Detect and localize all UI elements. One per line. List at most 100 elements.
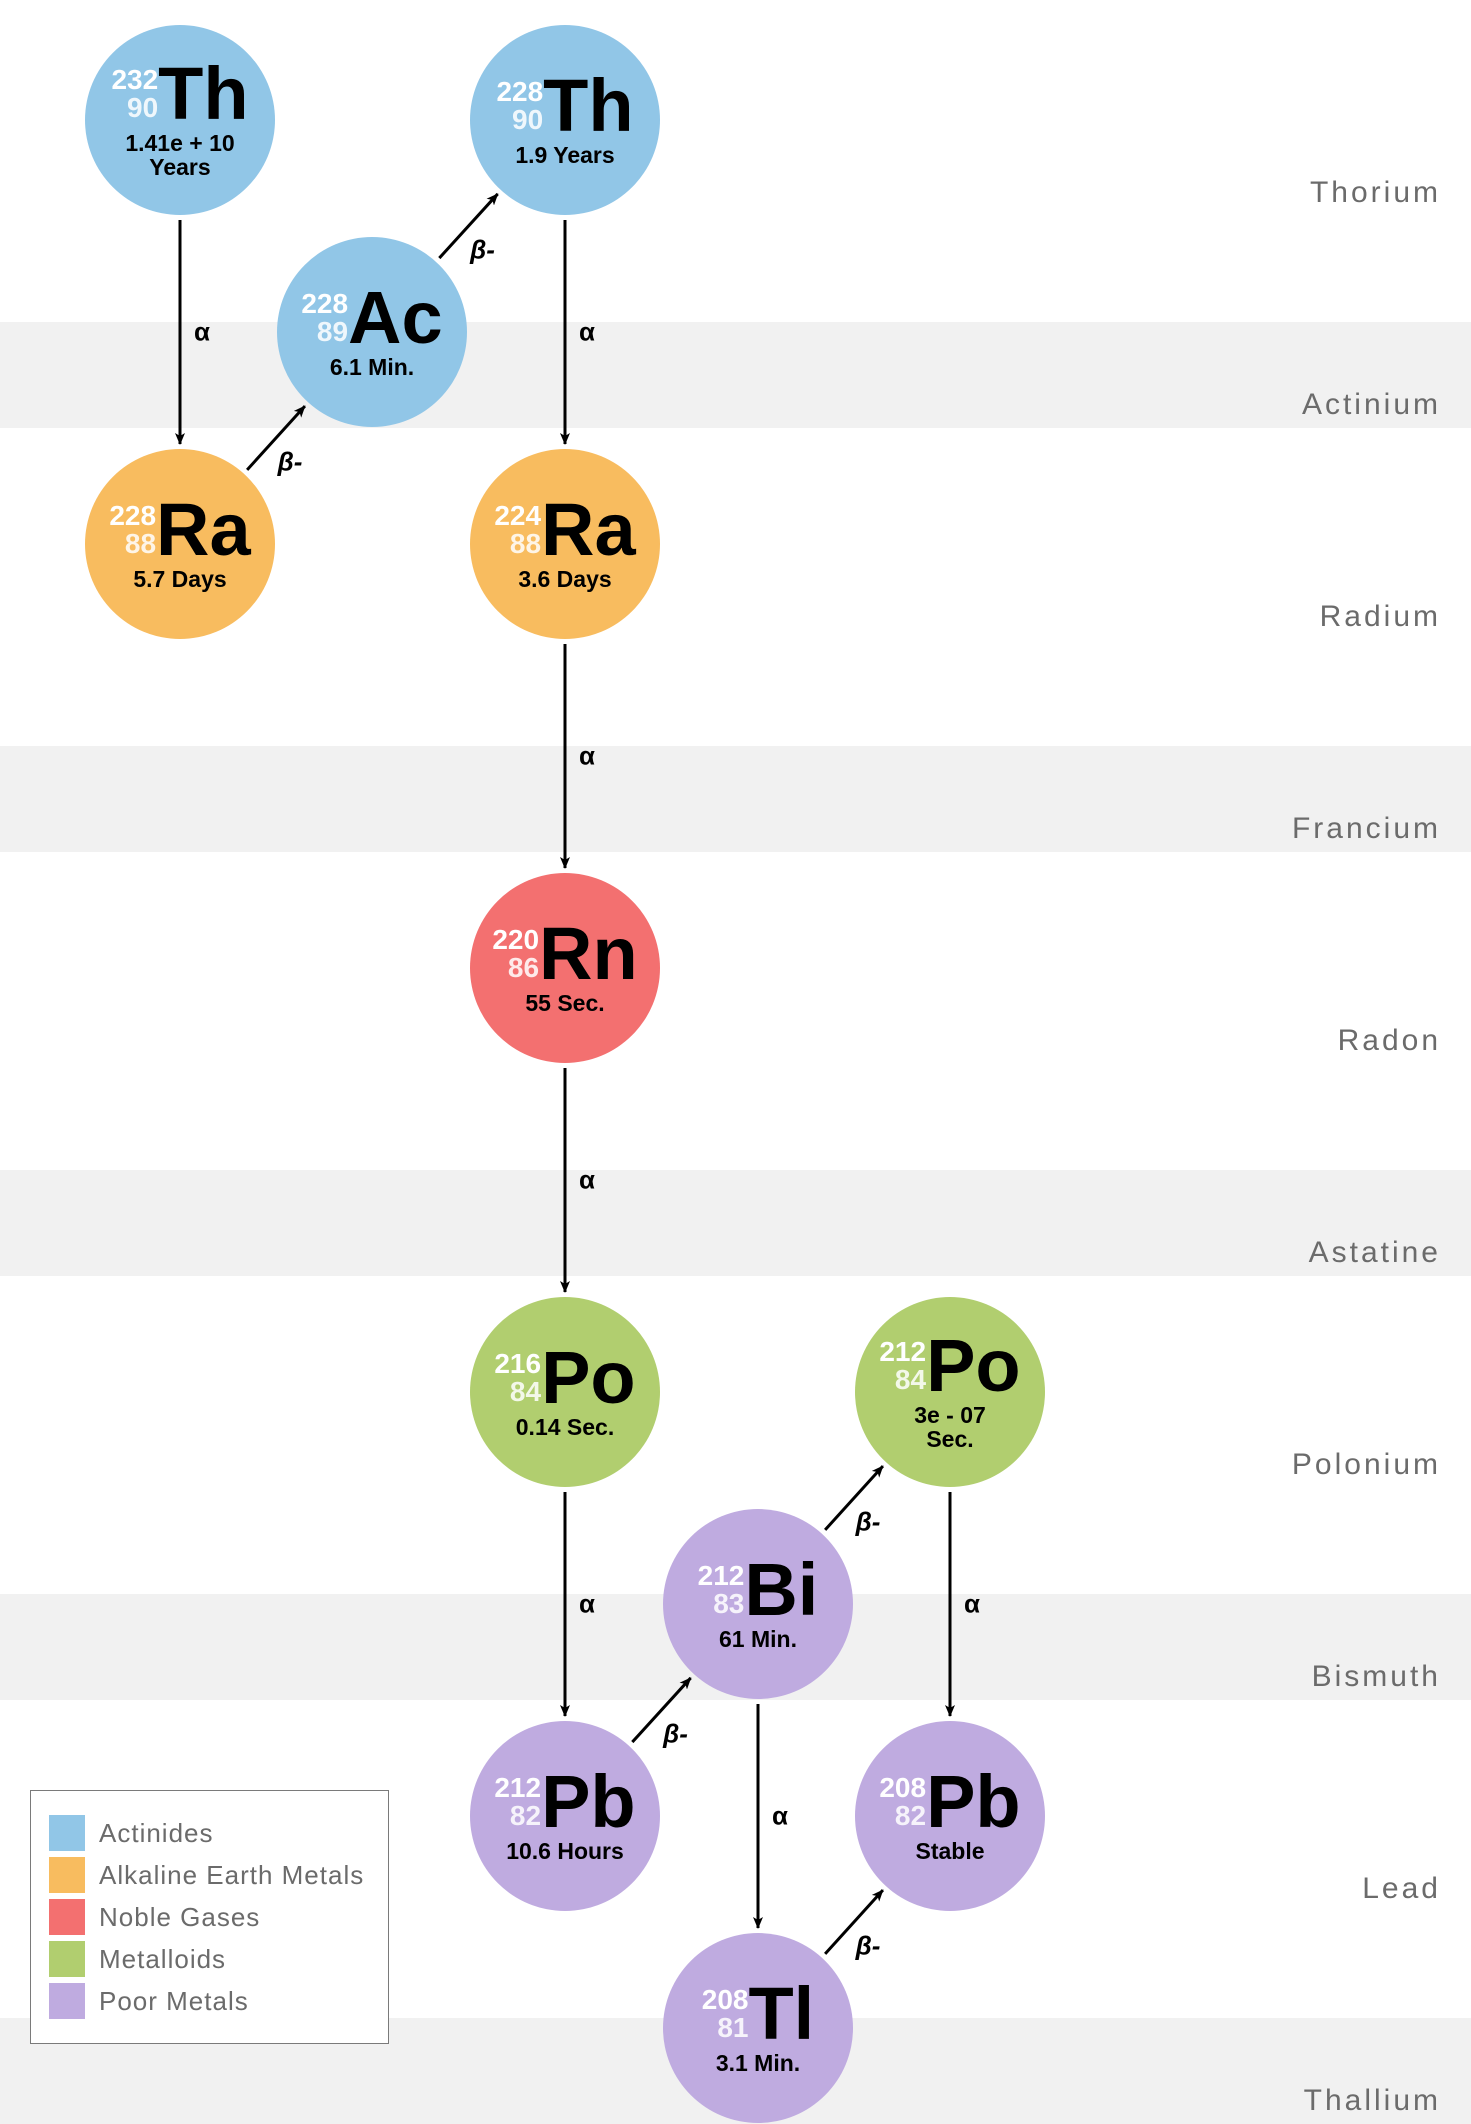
isotope-node-inner: 22888Ra xyxy=(109,497,250,564)
legend-item: Metalloids xyxy=(49,1941,364,1977)
isotope-node-inner: 21684Po xyxy=(494,1345,635,1412)
legend: Actinides Alkaline Earth Metals Noble Gase… xyxy=(30,1790,389,2044)
legend-label: Metalloids xyxy=(99,1944,226,1975)
element-row-label: Lead xyxy=(1362,1872,1441,1906)
isotope-node-inner: 22889Ac xyxy=(301,285,442,352)
atomic-number: 89 xyxy=(317,318,348,346)
atomic-number: 84 xyxy=(895,1366,926,1394)
decay-edge-label: α xyxy=(579,1589,595,1620)
decay-edge-label: α xyxy=(579,1165,595,1196)
isotope-numbers: 22890 xyxy=(496,78,543,134)
mass-number: 212 xyxy=(698,1562,745,1590)
legend-label: Noble Gases xyxy=(99,1902,260,1933)
isotope-node-Ra228: 22888Ra5.7 Days xyxy=(85,449,275,639)
mass-number: 216 xyxy=(494,1350,541,1378)
half-life: 61 Min. xyxy=(719,1627,797,1651)
mass-number: 208 xyxy=(702,1986,749,2014)
isotope-node-Pb212: 21282Pb 10.6 Hours xyxy=(470,1721,660,1911)
atomic-number: 88 xyxy=(125,530,156,558)
isotope-node-Th228: 22890Th 1.9 Years xyxy=(470,25,660,215)
atomic-number: 86 xyxy=(508,954,539,982)
half-life: 1.41e + 10Years xyxy=(125,131,234,179)
legend-item: Noble Gases xyxy=(49,1899,364,1935)
legend-item: Alkaline Earth Metals xyxy=(49,1857,364,1893)
isotope-node-Ra224: 22488Ra 3.6 Days xyxy=(470,449,660,639)
atomic-number: 88 xyxy=(510,530,541,558)
mass-number: 212 xyxy=(494,1774,541,1802)
element-row-band xyxy=(0,322,1471,428)
element-symbol: Th xyxy=(158,61,248,128)
element-symbol: Pb xyxy=(926,1769,1021,1836)
half-life: 10.6 Hours xyxy=(506,1839,624,1863)
decay-edge-label: β- xyxy=(470,235,495,266)
isotope-numbers: 22889 xyxy=(301,290,348,346)
legend-swatch xyxy=(49,1857,85,1893)
isotope-node-inner: 23290Th xyxy=(111,61,248,128)
decay-edge-label: β- xyxy=(856,1507,881,1538)
element-row-label: Thorium xyxy=(1310,176,1441,210)
atomic-number: 82 xyxy=(510,1802,541,1830)
legend-swatch xyxy=(49,1899,85,1935)
atomic-number: 90 xyxy=(127,94,158,122)
decay-edge-label: α xyxy=(194,317,210,348)
legend-item: Poor Metals xyxy=(49,1983,364,2019)
decay-edge-label: β- xyxy=(278,447,303,478)
mass-number: 208 xyxy=(879,1774,926,1802)
element-symbol: Ra xyxy=(156,497,251,564)
isotope-node-Ac228: 22889Ac 6.1 Min. xyxy=(277,237,467,427)
isotope-node-Th232: 23290Th1.41e + 10Years xyxy=(85,25,275,215)
atomic-number: 90 xyxy=(512,106,543,134)
half-life: 6.1 Min. xyxy=(330,355,414,379)
isotope-node-Po216: 21684Po 0.14 Sec. xyxy=(470,1297,660,1487)
isotope-node-inner: 22086Rn xyxy=(492,921,637,988)
mass-number: 220 xyxy=(492,926,539,954)
mass-number: 232 xyxy=(111,66,158,94)
decay-chain-diagram: ThoriumActiniumRadiumFranciumRadonAstati… xyxy=(0,0,1471,2124)
element-row-label: Thallium xyxy=(1304,2084,1441,2118)
legend-swatch xyxy=(49,1983,85,2019)
element-row-band xyxy=(0,1382,1471,1488)
decay-edge-label: α xyxy=(772,1801,788,1832)
element-row-label: Bismuth xyxy=(1312,1660,1441,1694)
element-row-label: Astatine xyxy=(1309,1236,1441,1270)
element-symbol: Po xyxy=(926,1333,1021,1400)
isotope-node-inner: 20881Tl xyxy=(702,1981,814,2048)
isotope-node-inner: 20882Pb xyxy=(879,1769,1020,1836)
decay-edge-label: β- xyxy=(856,1931,881,1962)
mass-number: 224 xyxy=(494,502,541,530)
element-symbol: Th xyxy=(543,73,633,140)
isotope-node-Po212: 21284Po3e - 07Sec. xyxy=(855,1297,1045,1487)
legend-swatch xyxy=(49,1815,85,1851)
isotope-node-inner: 21282Pb xyxy=(494,1769,635,1836)
half-life: 0.14 Sec. xyxy=(516,1415,614,1439)
half-life: 55 Sec. xyxy=(525,991,604,1015)
isotope-numbers: 21284 xyxy=(879,1338,926,1394)
legend-label: Poor Metals xyxy=(99,1986,249,2017)
decay-edge-label: α xyxy=(579,317,595,348)
isotope-numbers: 21684 xyxy=(494,1350,541,1406)
legend-label: Alkaline Earth Metals xyxy=(99,1860,364,1891)
decay-edge-label: α xyxy=(579,741,595,772)
element-symbol: Bi xyxy=(744,1557,818,1624)
isotope-node-Bi212: 21283Bi 61 Min. xyxy=(663,1509,853,1699)
half-life: 3e - 07Sec. xyxy=(914,1403,986,1451)
mass-number: 228 xyxy=(496,78,543,106)
element-row-label: Radium xyxy=(1320,600,1441,634)
isotope-node-inner: 22890Th xyxy=(496,73,633,140)
atomic-number: 83 xyxy=(713,1590,744,1618)
isotope-numbers: 22888 xyxy=(109,502,156,558)
isotope-numbers: 23290 xyxy=(111,66,158,122)
half-life: 1.9 Years xyxy=(515,143,614,167)
element-symbol: Ac xyxy=(348,285,443,352)
isotope-numbers: 22086 xyxy=(492,926,539,982)
element-row-label: Polonium xyxy=(1292,1448,1441,1482)
element-row-band xyxy=(0,1170,1471,1276)
legend-item: Actinides xyxy=(49,1815,364,1851)
atomic-number: 81 xyxy=(717,2014,748,2042)
isotope-node-inner: 22488Ra xyxy=(494,497,635,564)
legend-swatch xyxy=(49,1941,85,1977)
decay-edge-label: β- xyxy=(663,1719,688,1750)
half-life: 3.6 Days xyxy=(518,567,611,591)
element-row-label: Radon xyxy=(1338,1024,1441,1058)
isotope-numbers: 21282 xyxy=(494,1774,541,1830)
